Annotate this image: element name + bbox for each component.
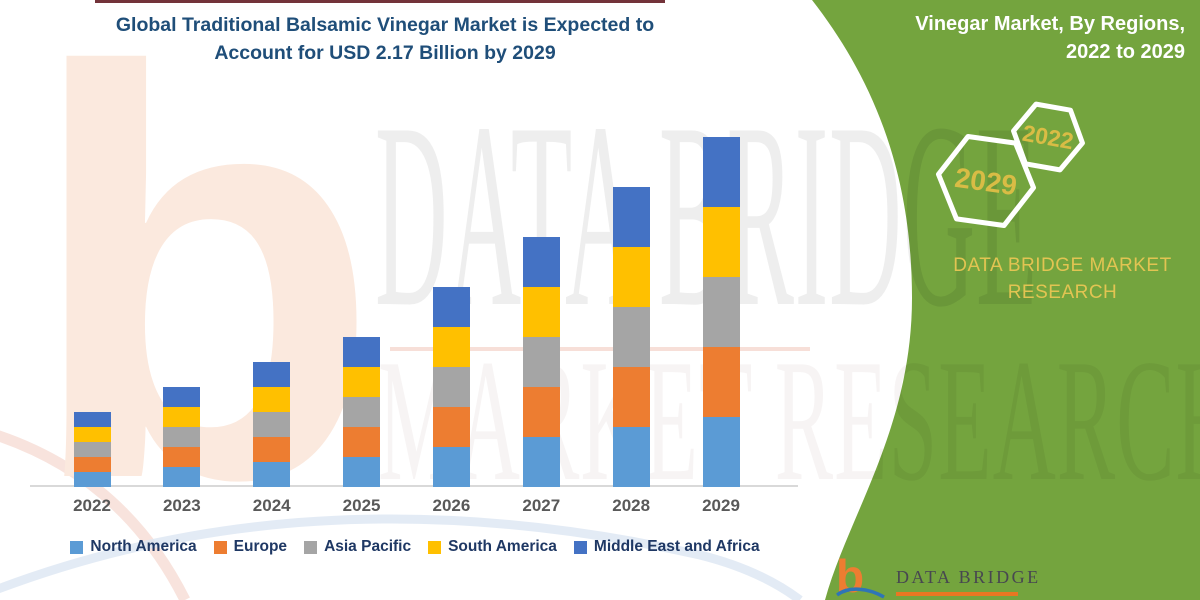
bar-segment-south-america [343, 367, 381, 397]
bar-segment-europe [612, 367, 650, 427]
bar-segment-north-america [343, 457, 381, 487]
legend-swatch [70, 540, 84, 554]
x-axis-label: 2022 [73, 496, 111, 515]
bar-segment-north-america [522, 437, 560, 487]
bar-segment-south-america [253, 387, 291, 412]
bar-segment-europe [432, 407, 470, 447]
bar-segment-middle-east-and-africa [432, 287, 470, 327]
legend-swatch [573, 540, 587, 554]
brand-wordmark-line1: DATA BRIDGE MARKET [953, 255, 1172, 276]
bar-segment-middle-east-and-africa [163, 387, 201, 407]
bar-segment-south-america [432, 327, 470, 367]
bar-segment-asia-pacific [702, 277, 740, 347]
x-axis-label: 2029 [702, 496, 740, 515]
footer-cutoff-text-strip [896, 592, 1018, 596]
bar-segment-middle-east-and-africa [73, 412, 111, 427]
footer-brand-text: DATA BRIDGE [896, 567, 1041, 587]
bar-segment-south-america [163, 407, 201, 427]
bar-segment-south-america [73, 427, 111, 442]
side-panel-heading: Vinegar Market, By Regions, 2022 to 2029 [825, 10, 1185, 66]
bar-segment-north-america [612, 427, 650, 487]
footer-logo-b-icon: b [836, 556, 885, 600]
bar-segment-asia-pacific [73, 442, 111, 457]
watermark-pink-line [390, 347, 810, 351]
bar-segment-north-america [702, 417, 740, 487]
bar-segment-asia-pacific [163, 427, 201, 447]
hexagon-year-2022: 2022 [1021, 120, 1076, 154]
top-edge-strip [95, 0, 665, 3]
legend-item: Europe [213, 538, 288, 556]
brand-wordmark-line2: RESEARCH [1007, 282, 1118, 303]
year-hexagons: 2022 2029 [935, 101, 1085, 229]
bar-segment-asia-pacific [343, 397, 381, 427]
x-axis-label: 2027 [522, 496, 561, 515]
bar-segment-europe [522, 387, 560, 437]
stacked-bar-chart: 2022 2023 2024 2025 2026 2027 2028 2029 [30, 100, 800, 540]
legend-label: South America [448, 538, 557, 555]
legend-swatch [213, 540, 227, 554]
legend-item: North America [70, 538, 197, 556]
chart-legend: North America Europe Asia Pacific South Ame… [30, 538, 800, 556]
x-axis-line [30, 485, 798, 487]
bar-segment-europe [343, 427, 381, 457]
bar-segment-south-america [612, 247, 650, 307]
bar-segment-south-america [702, 207, 740, 277]
legend-label: Middle East and Africa [593, 538, 760, 555]
hexagon-2029: 2029 [935, 133, 1037, 229]
bar-segment-north-america [432, 447, 470, 487]
bar-segment-middle-east-and-africa [343, 337, 381, 367]
hexagon-2022: 2022 [1011, 101, 1085, 173]
legend-label: North America [90, 538, 197, 555]
chart-title-line2: Account for USD 2.17 Billion by 2029 [214, 41, 556, 64]
legend-label: Asia Pacific [324, 538, 412, 555]
bar-segment-north-america [253, 462, 291, 487]
legend-item: South America [428, 538, 557, 556]
bar-segment-asia-pacific [612, 307, 650, 367]
legend-item: Middle East and Africa [573, 538, 760, 556]
bar-segment-south-america [522, 287, 560, 337]
bar-segment-north-america [73, 472, 111, 487]
chart-title-line1: Global Traditional Balsamic Vinegar Mark… [115, 14, 655, 36]
legend-item: Asia Pacific [304, 538, 411, 556]
bar-segment-asia-pacific [432, 367, 470, 407]
x-axis-label: 2023 [162, 496, 201, 515]
legend-label: Europe [233, 538, 288, 555]
bar-segment-europe [253, 437, 291, 462]
footer-logo-swoosh [836, 587, 885, 599]
bar-segment-middle-east-and-africa [522, 237, 560, 287]
side-panel-heading-line2: 2022 to 2029 [1066, 41, 1185, 63]
legend-swatch [304, 540, 318, 554]
chart-title: Global Traditional Balsamic Vinegar Mark… [40, 12, 730, 67]
x-axis-label: 2028 [612, 496, 651, 515]
x-axis-label: 2026 [432, 496, 471, 515]
brand-wordmark: DATA BRIDGE MARKET RESEARCH [935, 252, 1190, 306]
bar-segment-europe [163, 447, 201, 467]
bar-segment-middle-east-and-africa [612, 187, 650, 247]
x-axis-label: 2025 [342, 496, 381, 515]
x-axis-label: 2024 [252, 496, 291, 515]
bar-segment-europe [702, 347, 740, 417]
bar-segment-asia-pacific [522, 337, 560, 387]
bar-segment-middle-east-and-africa [253, 362, 291, 387]
footer-logo: b DATA BRIDGE [836, 556, 1041, 600]
bar-segment-north-america [163, 467, 201, 487]
bar-segment-asia-pacific [253, 412, 291, 437]
hexagon-year-2029: 2029 [953, 162, 1019, 201]
side-panel-heading-line1: Vinegar Market, By Regions, [915, 13, 1185, 35]
bar-segment-middle-east-and-africa [702, 137, 740, 207]
legend-swatch [428, 540, 442, 554]
bar-segment-europe [73, 457, 111, 472]
